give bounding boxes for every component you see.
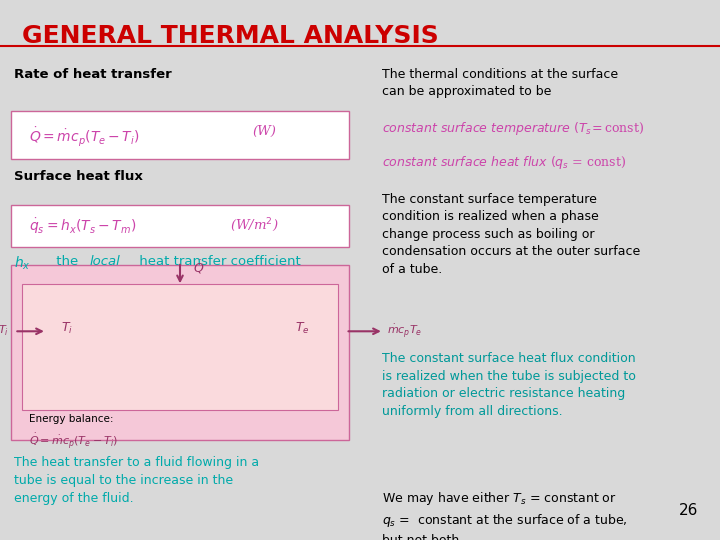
- Bar: [11, 111, 349, 159]
- Text: heat transfer coefficient: heat transfer coefficient: [135, 255, 301, 268]
- Text: 26: 26: [679, 503, 698, 518]
- Bar: [22, 284, 338, 410]
- Text: $T_e$: $T_e$: [295, 321, 310, 336]
- Text: Rate of heat transfer: Rate of heat transfer: [14, 68, 172, 80]
- Text: $\it{constant\ surface\ heat\ flux}$ $(q_s$ = const): $\it{constant\ surface\ heat\ flux}$ $(q…: [382, 154, 626, 171]
- Text: The constant surface heat flux condition
is realized when the tube is subjected : The constant surface heat flux condition…: [382, 352, 636, 417]
- Text: The constant surface temperature
condition is realized when a phase
change proce: The constant surface temperature conditi…: [382, 193, 640, 276]
- Text: The thermal conditions at the surface
can be approximated to be: The thermal conditions at the surface ca…: [382, 68, 618, 98]
- Text: $\dot{Q} = \dot{m}c_p(T_e - T_i)$: $\dot{Q} = \dot{m}c_p(T_e - T_i)$: [29, 125, 140, 148]
- Text: the: the: [52, 255, 82, 268]
- Text: Energy balance:: Energy balance:: [29, 414, 113, 424]
- Text: $T_i$: $T_i$: [61, 321, 73, 336]
- Text: We may have either $T_s$ = constant or
$q_s$ =  constant at the surface of a tub: We may have either $T_s$ = constant or $…: [382, 490, 627, 540]
- Text: $\dot{Q} = \dot{m}c_p(T_e - T_i)$: $\dot{Q} = \dot{m}c_p(T_e - T_i)$: [29, 431, 118, 451]
- Text: $\dot{Q}$: $\dot{Q}$: [193, 259, 204, 276]
- Text: (W): (W): [252, 125, 276, 138]
- Text: local: local: [90, 255, 121, 268]
- Text: (W/m$^2$): (W/m$^2$): [230, 216, 279, 234]
- Text: The heat transfer to a fluid flowing in a
tube is equal to the increase in the
e: The heat transfer to a fluid flowing in …: [14, 456, 259, 505]
- Bar: [11, 205, 349, 247]
- Text: $\dot{m}c_p T_e$: $\dot{m}c_p T_e$: [387, 322, 422, 340]
- Text: $\it{constant\ surface\ temperature}$ $(T_s\!=$const): $\it{constant\ surface\ temperature}$ $(…: [382, 120, 644, 137]
- Text: $h_x$: $h_x$: [14, 255, 31, 272]
- Text: GENERAL THERMAL ANALYSIS: GENERAL THERMAL ANALYSIS: [22, 24, 438, 48]
- Text: Surface heat flux: Surface heat flux: [14, 170, 143, 183]
- Bar: [11, 265, 349, 440]
- Text: $\dot{q}_s = h_x(T_s - T_m)$: $\dot{q}_s = h_x(T_s - T_m)$: [29, 216, 136, 235]
- Text: $\dot{m}c_p T_i$: $\dot{m}c_p T_i$: [0, 322, 9, 340]
